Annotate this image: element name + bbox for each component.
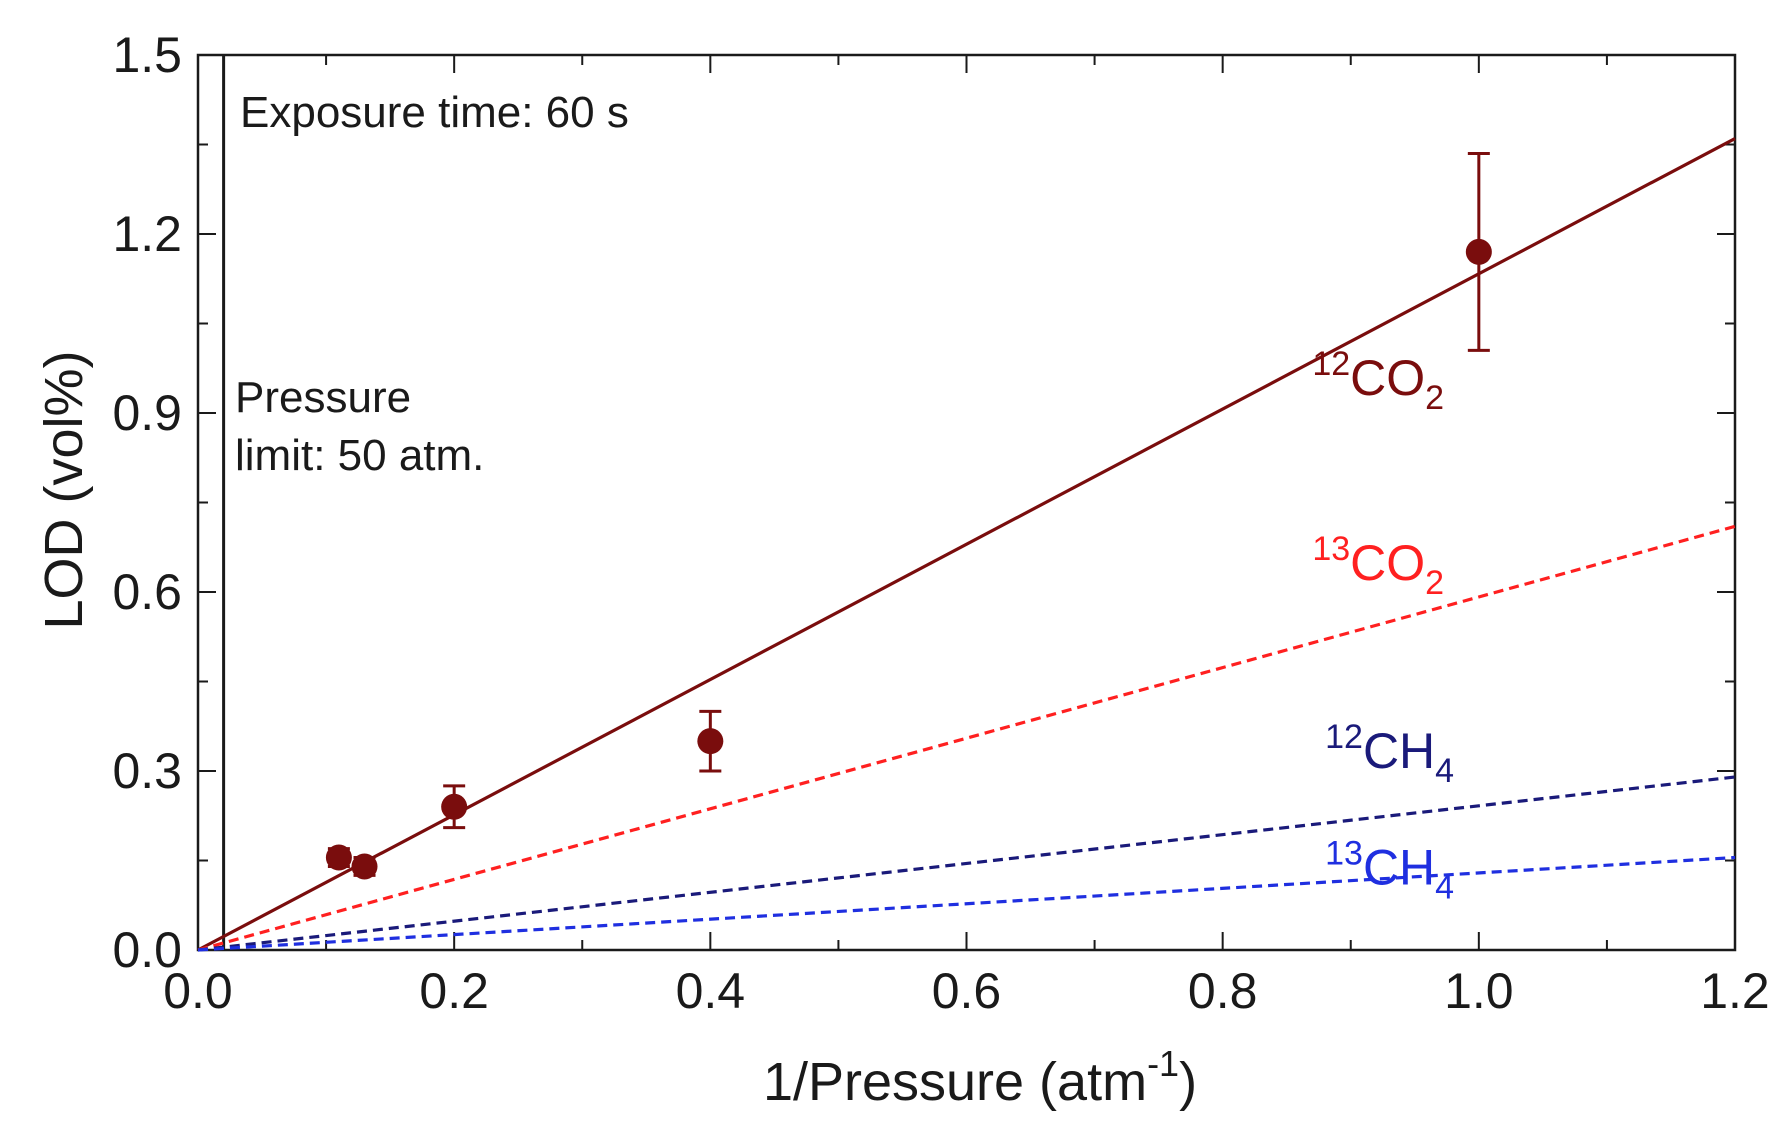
data-point — [441, 793, 468, 820]
y-tick-label: 1.5 — [112, 27, 182, 83]
y-tick-label: 0.0 — [112, 922, 182, 978]
series-label-13co2: 13CO2 — [1312, 530, 1444, 602]
data-point — [325, 844, 352, 871]
fit-line-12co2 — [197, 137, 1736, 952]
x-tick-label: 0.6 — [932, 963, 1002, 1019]
pressure-annotation-line1: Pressure — [235, 373, 411, 422]
axes-group: 0.0 0.2 0.4 0.6 0.8 1.0 1.2 0.0 0.3 0.6 0.9 1.2 1.5 — [112, 27, 1768, 1019]
pressure-annotation-line2: limit: 50 atm. — [235, 431, 484, 480]
y-tick-label: 0.9 — [112, 385, 182, 441]
fit-line-13co2 — [197, 524, 1736, 952]
x-tick-label: 0.8 — [1188, 963, 1258, 1019]
x-axis-title: 1/Pressure (atm-1) — [763, 1043, 1197, 1112]
series-label-isotope: 13 — [1312, 530, 1350, 568]
series-label-subscript: 2 — [1425, 379, 1444, 417]
chart-text-group: Exposure time: 60 s Pressure limit: 50 a… — [34, 88, 1197, 1112]
exposure-annotation: Exposure time: 60 s — [240, 88, 629, 137]
y-axis-title: LOD (vol%) — [34, 350, 94, 629]
fit-line-13ch4 — [197, 855, 1736, 952]
y-tick-label: 0.3 — [112, 743, 182, 799]
series-label-12co2: 12CO2 — [1312, 345, 1444, 417]
y-tick-label: 0.6 — [112, 564, 182, 620]
x-axis-title-close: ) — [1179, 1052, 1197, 1112]
series-label-formula: CO — [1350, 350, 1425, 406]
series-label-isotope: 12 — [1325, 718, 1363, 756]
x-tick-label: 0.0 — [163, 963, 233, 1019]
series-label-isotope: 12 — [1312, 345, 1350, 383]
fit-line-12ch4 — [197, 775, 1736, 952]
x-tick-label: 1.0 — [1444, 963, 1514, 1019]
series-label-formula: CH — [1363, 723, 1435, 779]
series-label-12ch4: 12CH4 — [1325, 718, 1454, 790]
x-tick-label: 0.4 — [676, 963, 746, 1019]
data-point — [1465, 238, 1492, 265]
y-tick-label: 1.2 — [112, 206, 182, 262]
x-tick-label: 0.2 — [419, 963, 489, 1019]
series-label-subscript: 4 — [1435, 868, 1454, 906]
plot-frame — [196, 53, 1737, 952]
series-label-formula: CH — [1363, 839, 1435, 895]
series-label-subscript: 2 — [1425, 564, 1444, 602]
series-label-13ch4: 13CH4 — [1325, 834, 1454, 906]
series-label-subscript: 4 — [1435, 752, 1454, 790]
data-point — [697, 728, 724, 755]
data-points-group — [325, 151, 1492, 880]
x-tick-label: 1.2 — [1700, 963, 1768, 1019]
series-label-isotope: 13 — [1325, 834, 1363, 872]
data-point — [351, 853, 378, 880]
x-axis-title-main: 1/Pressure (atm — [763, 1052, 1147, 1112]
x-axis-title-sup: -1 — [1147, 1043, 1179, 1084]
series-label-formula: CO — [1350, 535, 1425, 591]
